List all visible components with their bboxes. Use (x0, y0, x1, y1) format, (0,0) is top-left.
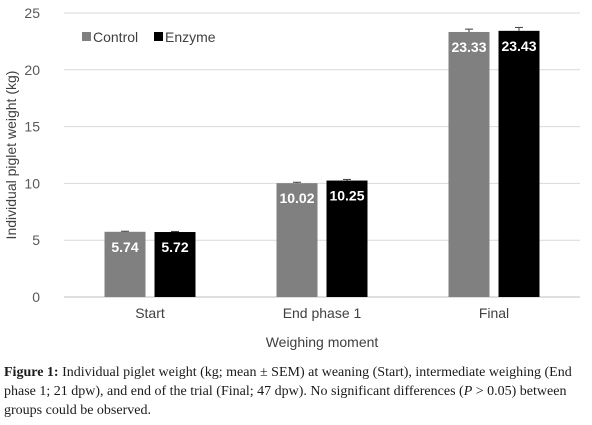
data-label: 10.02 (279, 190, 314, 206)
caption-p-symbol: P (463, 384, 473, 399)
y-tick-label: 20 (24, 62, 40, 78)
value-labels: 5.74 5.72 10.02 10.25 23.33 23.43 (111, 38, 536, 255)
bar-chart: 0 5 10 15 20 25 Start End phase 1 Final 5.74 5.72… (3, 5, 580, 350)
data-label: 23.33 (451, 39, 486, 55)
y-tick-label: 5 (32, 232, 40, 248)
y-tick-label: 0 (32, 289, 40, 305)
legend: Control Enzyme (82, 29, 216, 45)
data-label: 5.72 (161, 239, 188, 255)
y-tick-label: 15 (24, 119, 40, 135)
y-tick-label: 25 (24, 5, 40, 21)
caption-label: Figure 1: (4, 365, 59, 380)
bars (104, 26, 540, 298)
caption-text-b: > 0.05) between groups could be observed… (4, 384, 567, 418)
x-tick-label: End phase 1 (283, 305, 362, 321)
y-tick-label: 10 (24, 175, 40, 191)
x-tick-label: Final (479, 305, 509, 321)
y-axis-title: Individual piglet weight (kg) (3, 71, 19, 240)
x-axis-title: Weighing moment (266, 334, 379, 350)
caption-text-a: Individual piglet weight (kg; mean ± SEM… (4, 365, 572, 399)
data-label: 5.74 (111, 239, 138, 255)
figure-caption: Figure 1: Individual piglet weight (kg; … (4, 363, 584, 420)
legend-swatch-control (82, 32, 91, 41)
bar-enzyme (498, 30, 540, 297)
legend-label-control: Control (93, 29, 138, 45)
legend-swatch-enzyme (154, 32, 163, 41)
legend-label-enzyme: Enzyme (165, 29, 216, 45)
bar-control (104, 231, 146, 297)
axes: 0 5 10 15 20 25 Start End phase 1 Final (24, 5, 580, 321)
bar-control (448, 31, 490, 298)
data-label: 10.25 (329, 188, 364, 204)
gridlines (64, 12, 580, 241)
bar-enzyme (154, 232, 196, 297)
bar-control (276, 183, 318, 297)
x-tick-label: Start (135, 305, 165, 321)
bar-enzyme (326, 180, 368, 297)
data-label: 23.43 (501, 38, 536, 54)
